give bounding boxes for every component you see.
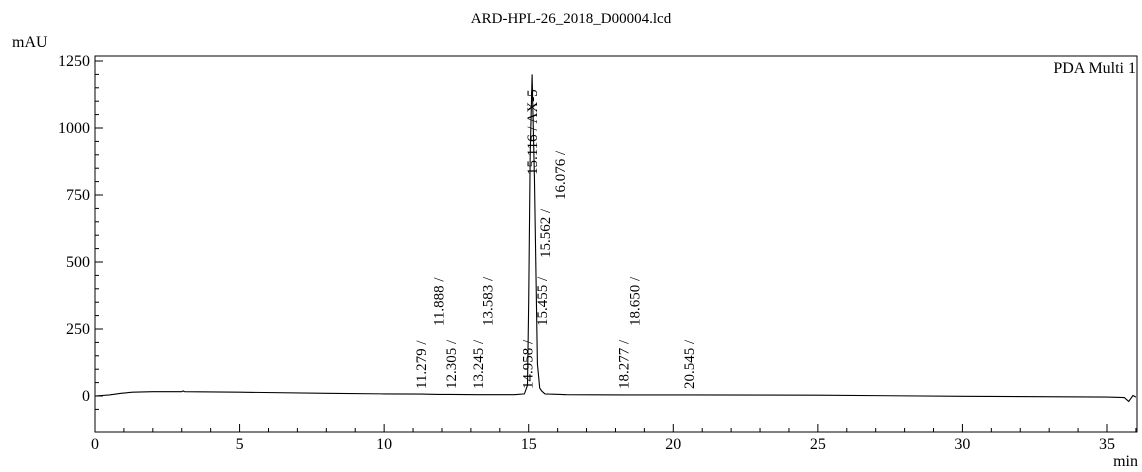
x-axis-label: min — [1113, 453, 1138, 470]
x-tick-label: 15 — [521, 436, 537, 453]
axis-ticks: 0 250 500 750 1000 1250 0 5 10 15 20 25 30 35 — [58, 53, 1137, 453]
x-tick-label: 25 — [810, 436, 826, 453]
peak-label: 11.279 / — [414, 340, 430, 389]
plot-frame — [94, 55, 1138, 433]
x-tick-label: 35 — [1099, 436, 1115, 453]
y-tick-label: 250 — [66, 321, 90, 338]
y-tick-label: 1000 — [58, 120, 90, 137]
y-tick-label: 1250 — [58, 53, 90, 70]
peak-label: 12.305 / — [444, 339, 460, 389]
legend-label: PDA Multi 1 — [1053, 60, 1136, 77]
y-tick-label: 0 — [82, 388, 90, 405]
peak-label: 13.245 / — [471, 339, 487, 389]
x-tick-label: 5 — [236, 436, 244, 453]
y-tick-label: 500 — [66, 254, 90, 271]
peak-label: 15.455 / — [535, 276, 551, 326]
peak-label: 20.545 / — [682, 339, 698, 389]
peak-label: 18.650 / — [627, 276, 643, 326]
y-tick-label: 750 — [66, 187, 90, 204]
y-axis-label: mAU — [12, 34, 48, 51]
x-tick-label: 10 — [376, 436, 392, 453]
peak-label: 13.583 / — [481, 276, 497, 326]
chromatogram-trace — [94, 74, 1137, 403]
x-tick-label: 0 — [91, 436, 99, 453]
peak-label: 14.958 / — [520, 339, 536, 389]
x-tick-label: 20 — [665, 436, 681, 453]
chart-title: ARD-HPL-26_2018_D00004.lcd — [471, 11, 672, 27]
peak-label: 18.277 / — [616, 339, 632, 389]
peak-label: 11.888 / — [432, 277, 448, 326]
peak-label: 16.076 / — [553, 150, 569, 200]
x-tick-label: 30 — [954, 436, 970, 453]
peak-label: 15.562 / — [538, 208, 554, 258]
peak-labels: 11.279 /11.888 / 12.305 / 13.245 / 13.583 /… — [414, 89, 698, 389]
